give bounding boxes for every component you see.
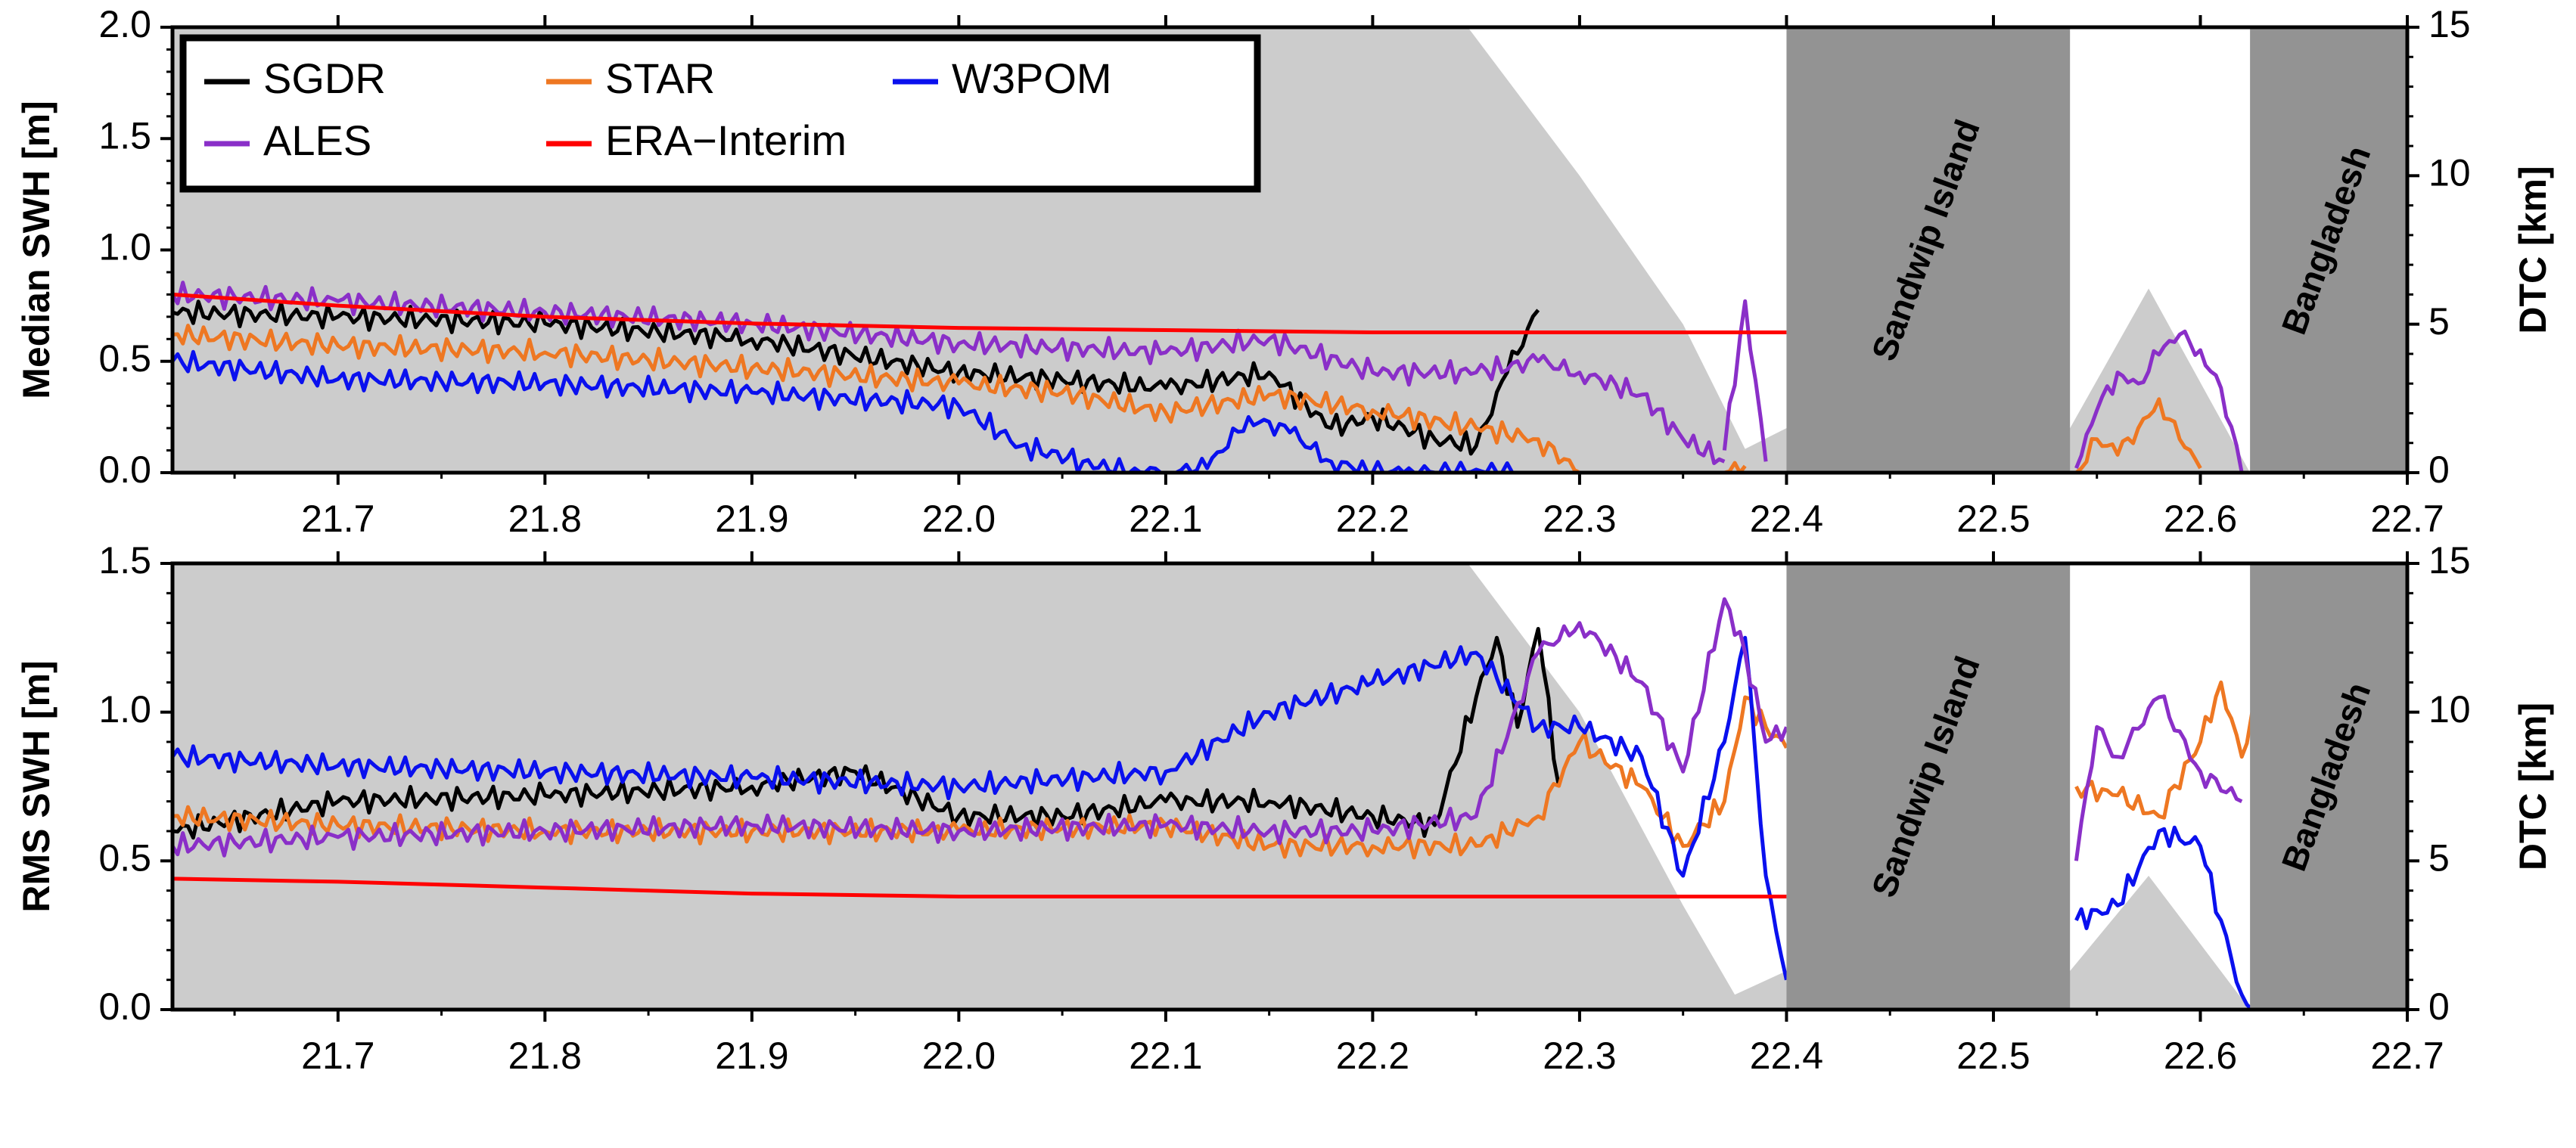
- x-tick-label: 22.0: [922, 498, 996, 540]
- series-line-w3pom: [172, 349, 1518, 473]
- series-line-ales: [172, 281, 1726, 465]
- y-tick-label: 1.0: [98, 226, 151, 268]
- x-tick-label: 22.6: [2164, 498, 2237, 540]
- plot-frame: [170, 561, 2410, 1012]
- series-line-star: [172, 324, 1581, 473]
- x-tick-label: 21.8: [508, 1035, 582, 1077]
- x-tick-label: 22.0: [922, 1035, 996, 1077]
- y-right-tick-label: 5: [2428, 300, 2450, 343]
- y-tick-label: 0.5: [98, 837, 151, 880]
- x-tick-label: 21.8: [508, 498, 582, 540]
- y-right-tick-label: 10: [2428, 688, 2471, 731]
- y-right-tick-label: 15: [2428, 3, 2471, 45]
- series-line-ales: [2074, 694, 2243, 861]
- series-line-era-interim: [172, 292, 1787, 334]
- y-right-tick-label: 0: [2428, 985, 2450, 1028]
- x-tick-label: 22.4: [1750, 1035, 1823, 1077]
- series-line-w3pom: [2074, 825, 2254, 1010]
- x-tick-label: 22.2: [1336, 1035, 1409, 1077]
- y-tick-label: 0.0: [98, 985, 151, 1028]
- x-tick-label: 22.4: [1750, 498, 1823, 540]
- y-axis-label: Median SWH [m]: [15, 101, 57, 399]
- legend-box: [179, 34, 1261, 193]
- series-line-ales: [2074, 329, 2244, 473]
- legend: SGDR STAR W3POM ALES ERA−Interim: [179, 34, 1261, 193]
- y-tick-label: 2.0: [98, 3, 151, 45]
- x-tick-label: 22.6: [2164, 1035, 2237, 1077]
- y-right-tick-label: 5: [2428, 837, 2450, 880]
- land-region-sandwip-island: [1786, 563, 2071, 1010]
- series-line-sgdr: [172, 627, 1561, 840]
- series-line-ales: [172, 597, 1788, 858]
- series-line-sgdr: [172, 299, 1540, 456]
- x-tick-label: 22.3: [1543, 498, 1616, 540]
- series-line-star: [172, 695, 1788, 860]
- x-tick-label: 22.1: [1129, 498, 1202, 540]
- x-tick-label: 22.5: [1956, 1035, 2030, 1077]
- y-axis-label: RMS SWH [m]: [15, 660, 57, 912]
- legend-label-sgdr: SGDR: [263, 54, 386, 102]
- y-tick-label: 1.5: [98, 539, 151, 582]
- series-line-star: [2074, 680, 2254, 820]
- x-tick-label: 21.9: [715, 498, 788, 540]
- y-right-axis-label: DTC [km]: [2512, 703, 2554, 870]
- y-right-axis-label: DTC [km]: [2512, 166, 2554, 334]
- x-tick-label: 21.9: [715, 1035, 788, 1077]
- y-tick-label: 1.5: [98, 114, 151, 157]
- x-tick-label: 21.7: [301, 1035, 374, 1077]
- y-right-tick-label: 15: [2428, 539, 2471, 582]
- x-tick-label: 22.5: [1956, 498, 2030, 540]
- legend-label-w3pom: W3POM: [952, 54, 1112, 102]
- x-tick-label: 22.3: [1543, 1035, 1616, 1077]
- series-line-star: [2074, 397, 2202, 473]
- legend-label-ales: ALES: [263, 116, 371, 164]
- y-right-tick-label: 10: [2428, 152, 2471, 194]
- legend-label-era-interim: ERA−Interim: [605, 116, 847, 164]
- x-tick-label: 22.7: [2370, 1035, 2444, 1077]
- y-tick-label: 0.0: [98, 448, 151, 491]
- land-region-sandwip-island: [1786, 27, 2071, 473]
- y-tick-label: 1.0: [98, 688, 151, 731]
- x-tick-label: 22.1: [1129, 1035, 1202, 1077]
- land-region-bangladesh: [2250, 563, 2407, 1010]
- series-line-era-interim: [172, 877, 1787, 898]
- x-tick-label: 22.7: [2370, 498, 2444, 540]
- x-tick-label: 21.7: [301, 498, 374, 540]
- x-tick-label: 22.2: [1336, 498, 1409, 540]
- y-tick-label: 0.5: [98, 337, 151, 380]
- series-line-ales: [1722, 299, 1768, 462]
- dtc-area: [172, 563, 2251, 1010]
- legend-label-star: STAR: [605, 54, 715, 102]
- land-region-bangladesh: [2250, 27, 2407, 473]
- y-right-tick-label: 0: [2428, 448, 2450, 491]
